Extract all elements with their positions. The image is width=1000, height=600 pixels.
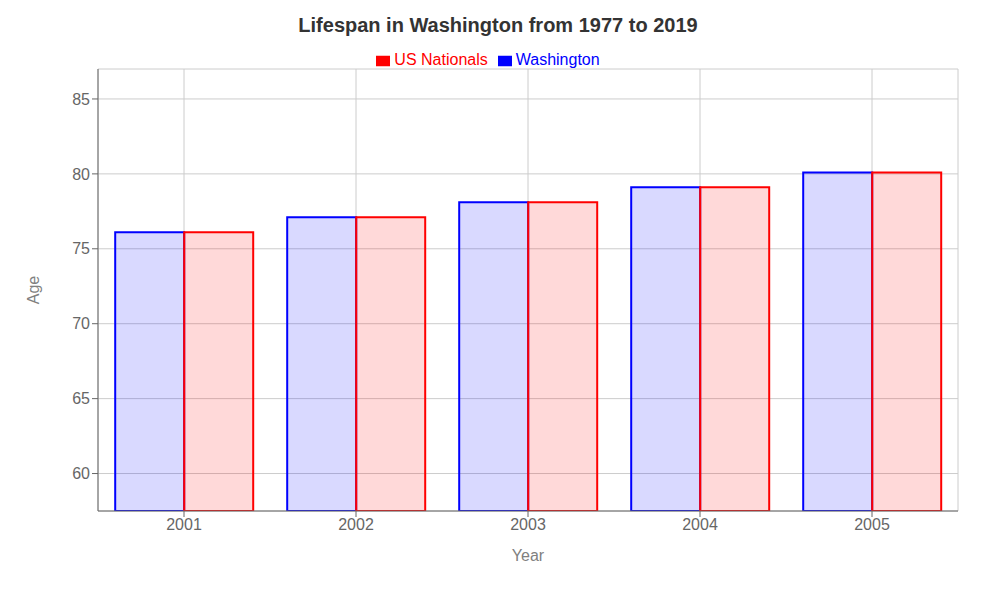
svg-text:2003: 2003 [510,516,546,533]
svg-text:Age: Age [25,276,42,305]
svg-text:2002: 2002 [338,516,374,533]
svg-text:2004: 2004 [682,516,718,533]
html-text:US Nationals: US Nationals [394,51,488,68]
svg-text:2001: 2001 [166,516,202,533]
svg-text:70: 70 [72,315,90,332]
svg-text:2005: 2005 [854,516,890,533]
svg-text:65: 65 [72,390,90,407]
svg-text:85: 85 [72,91,90,108]
svg-text:75: 75 [72,240,90,257]
svg-text:60: 60 [72,465,90,482]
svg-text:Year: Year [512,547,545,564]
html-text:Washington: Washington [515,51,600,68]
html-text:Lifespan in Washington from 19: Lifespan in Washington from 1977 to 2019 [298,14,698,36]
svg-text:80: 80 [72,166,90,183]
